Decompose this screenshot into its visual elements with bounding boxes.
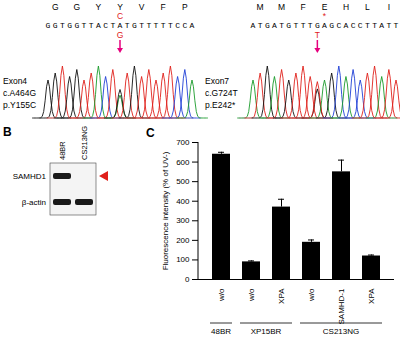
svg-text:F: F: [161, 2, 166, 12]
svg-text:C: C: [358, 21, 363, 30]
svg-text:G: G: [74, 21, 79, 30]
svg-text:C: C: [103, 21, 108, 30]
svg-text:Y: Y: [96, 2, 102, 12]
svg-text:48BR: 48BR: [211, 327, 231, 336]
svg-text:c.G724T: c.G724T: [205, 88, 238, 98]
svg-text:T: T: [89, 21, 94, 30]
svg-text:T: T: [125, 21, 130, 30]
svg-text:C: C: [182, 21, 187, 30]
svg-text:SAMHD1: SAMHD1: [13, 172, 47, 181]
svg-text:Fluorescence intensity (% of U: Fluorescence intensity (% of UV-): [161, 151, 170, 270]
svg-text:A: A: [344, 21, 349, 30]
svg-text:w/o: w/o: [247, 288, 256, 302]
svg-text:T: T: [293, 21, 298, 30]
svg-text:48BR: 48BR: [58, 141, 67, 160]
svg-text:w/o: w/o: [217, 288, 226, 302]
svg-text:XPA: XPA: [367, 288, 376, 304]
svg-text:400: 400: [176, 197, 190, 206]
svg-text:M: M: [257, 2, 264, 12]
svg-text:XPA: XPA: [277, 288, 286, 304]
svg-text:T: T: [279, 21, 284, 30]
svg-text:500: 500: [176, 177, 190, 186]
svg-text:C: C: [351, 21, 356, 30]
svg-text:T: T: [60, 21, 65, 30]
svg-text:T: T: [110, 21, 115, 30]
svg-text:T: T: [82, 21, 87, 30]
svg-text:β-actin: β-actin: [22, 198, 46, 207]
svg-text:T: T: [394, 21, 399, 30]
svg-text:700: 700: [176, 138, 190, 147]
svg-text:0: 0: [185, 275, 190, 284]
svg-text:c.A464G: c.A464G: [3, 88, 36, 98]
svg-text:M: M: [278, 2, 285, 12]
svg-text:T: T: [372, 21, 377, 30]
svg-text:w/o: w/o: [307, 288, 316, 302]
svg-text:*: *: [323, 11, 327, 21]
svg-text:p.Y155C: p.Y155C: [3, 100, 36, 110]
svg-text:T: T: [386, 21, 391, 30]
svg-text:100: 100: [176, 255, 190, 264]
svg-text:A: A: [322, 21, 327, 30]
svg-text:T: T: [301, 21, 306, 30]
svg-text:G: G: [132, 21, 137, 30]
svg-text:T: T: [139, 21, 144, 30]
svg-text:300: 300: [176, 216, 190, 225]
svg-text:T: T: [154, 21, 159, 30]
svg-text:p.E242*: p.E242*: [205, 100, 236, 110]
svg-text:V: V: [139, 2, 145, 12]
svg-text:Exon7: Exon7: [205, 76, 229, 86]
svg-text:G: G: [329, 21, 334, 30]
svg-text:G: G: [52, 2, 59, 12]
svg-text:C: C: [175, 21, 180, 30]
svg-text:SAMHD-1: SAMHD-1: [337, 288, 346, 325]
svg-text:B: B: [3, 125, 12, 139]
svg-text:G: G: [73, 2, 80, 12]
svg-text:200: 200: [176, 236, 190, 245]
svg-text:T: T: [161, 21, 166, 30]
svg-text:L: L: [365, 2, 370, 12]
svg-text:G: G: [53, 21, 58, 30]
svg-text:H: H: [343, 2, 349, 12]
svg-text:T: T: [146, 21, 151, 30]
svg-text:G: G: [46, 21, 51, 30]
svg-text:T: T: [315, 30, 320, 40]
svg-text:T: T: [365, 21, 370, 30]
svg-text:XP15BR: XP15BR: [251, 327, 282, 336]
svg-text:A: A: [379, 21, 384, 30]
svg-text:E: E: [321, 2, 328, 12]
svg-text:A: A: [96, 21, 101, 30]
svg-text:600: 600: [176, 158, 190, 167]
svg-text:T: T: [308, 21, 313, 30]
svg-text:CS213NG: CS213NG: [323, 327, 359, 336]
svg-text:P: P: [182, 2, 188, 12]
svg-text:Exon4: Exon4: [3, 76, 27, 86]
html-text:C: C: [146, 126, 155, 140]
svg-text:G: G: [117, 30, 124, 40]
svg-text:G: G: [265, 21, 270, 30]
svg-text:A: A: [251, 21, 256, 30]
svg-text:A: A: [190, 21, 195, 30]
svg-text:CS213NG: CS213NG: [80, 126, 89, 160]
svg-text:I: I: [388, 2, 390, 12]
svg-text:G: G: [286, 21, 291, 30]
svg-text:G: G: [315, 21, 320, 30]
svg-text:Y: Y: [117, 2, 123, 12]
svg-text:C: C: [336, 21, 341, 30]
svg-text:C: C: [117, 11, 123, 21]
svg-text:T: T: [168, 21, 173, 30]
svg-text:A: A: [118, 21, 123, 30]
svg-text:T: T: [258, 21, 263, 30]
svg-text:F: F: [300, 2, 305, 12]
svg-text:A: A: [272, 21, 277, 30]
svg-text:G: G: [67, 21, 72, 30]
